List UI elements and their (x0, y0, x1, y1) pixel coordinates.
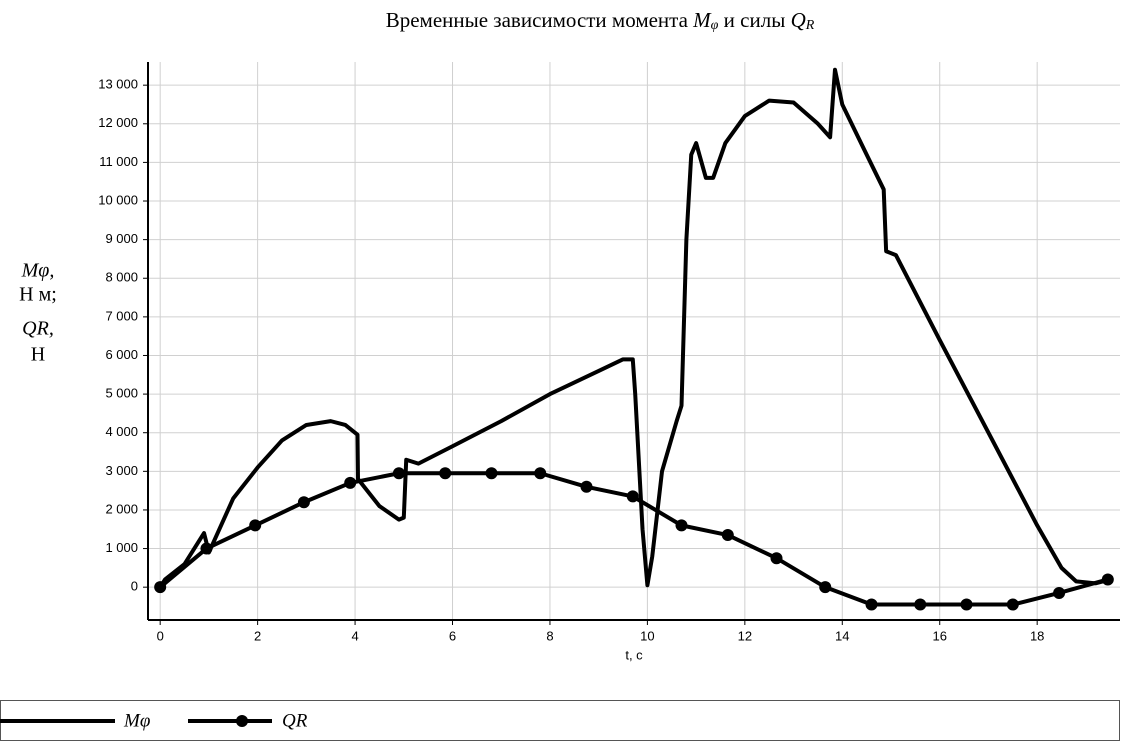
y-tick-label: 13 000 (98, 77, 138, 92)
title-part: R (805, 18, 815, 33)
y-tick-label: 12 000 (98, 115, 138, 130)
y-tick-label: 11 000 (99, 154, 138, 169)
x-tick-label: 18 (1030, 628, 1044, 643)
title-part: Q (791, 8, 806, 32)
x-tick-label: 12 (738, 628, 752, 643)
legend-marker (236, 715, 248, 727)
series-marker (154, 581, 167, 594)
x-tick-label: 4 (351, 628, 358, 643)
y-tick-label: 0 (131, 579, 138, 594)
series-marker (344, 476, 357, 489)
y-label-line: Н (31, 344, 45, 366)
series-marker (819, 581, 832, 594)
x-tick-label: 2 (254, 628, 261, 643)
series-marker (626, 490, 639, 503)
title-part: φ (711, 18, 719, 33)
y-tick-label: 7 000 (105, 308, 138, 323)
series-marker (865, 598, 878, 611)
y-tick-label: 8 000 (105, 270, 138, 285)
x-tick-label: 6 (449, 628, 456, 643)
y-tick-label: 9 000 (105, 231, 138, 246)
x-tick-label: 0 (157, 628, 164, 643)
series-line (158, 67, 1111, 589)
series-marker (297, 496, 310, 509)
series-marker (960, 598, 973, 611)
series-marker (485, 467, 498, 480)
series-marker (392, 467, 405, 480)
legend-box (0, 700, 1120, 741)
y-tick-label: 5 000 (105, 386, 138, 401)
x-tick-label: 14 (835, 628, 849, 643)
x-label: t, c (625, 647, 643, 662)
series-marker (580, 480, 593, 493)
y-tick-label: 4 000 (105, 424, 138, 439)
series-marker (534, 467, 547, 480)
series-marker (200, 542, 213, 555)
series-marker (249, 519, 262, 532)
series-marker (1006, 598, 1019, 611)
series-marker (914, 598, 927, 611)
y-tick-label: 2 000 (105, 501, 138, 516)
legend-label: Mφ (123, 710, 150, 731)
title-part: M (692, 8, 712, 32)
chart-title: Временные зависимости момента Mφ и силы … (386, 8, 815, 33)
x-tick-label: 10 (640, 628, 654, 643)
series-marker (1101, 573, 1114, 586)
y-tick-label: 1 000 (105, 540, 138, 555)
x-tick-label: 8 (546, 628, 553, 643)
y-label-line: Н м; (19, 284, 57, 306)
series-marker (770, 552, 783, 565)
title-part: и силы (718, 8, 790, 32)
x-tick-label: 16 (932, 628, 946, 643)
title-part: Временные зависимости момента (386, 8, 693, 32)
series-marker (675, 519, 688, 532)
series-marker (1053, 586, 1066, 599)
legend-label: QR (282, 710, 308, 731)
series-marker (439, 467, 452, 480)
y-tick-label: 10 000 (98, 192, 138, 207)
y-label-line: Mφ, (21, 260, 55, 282)
y-label-line: QR, (22, 318, 54, 340)
y-tick-label: 6 000 (105, 347, 138, 362)
series-marker (721, 529, 734, 542)
y-tick-label: 3 000 (105, 463, 138, 478)
